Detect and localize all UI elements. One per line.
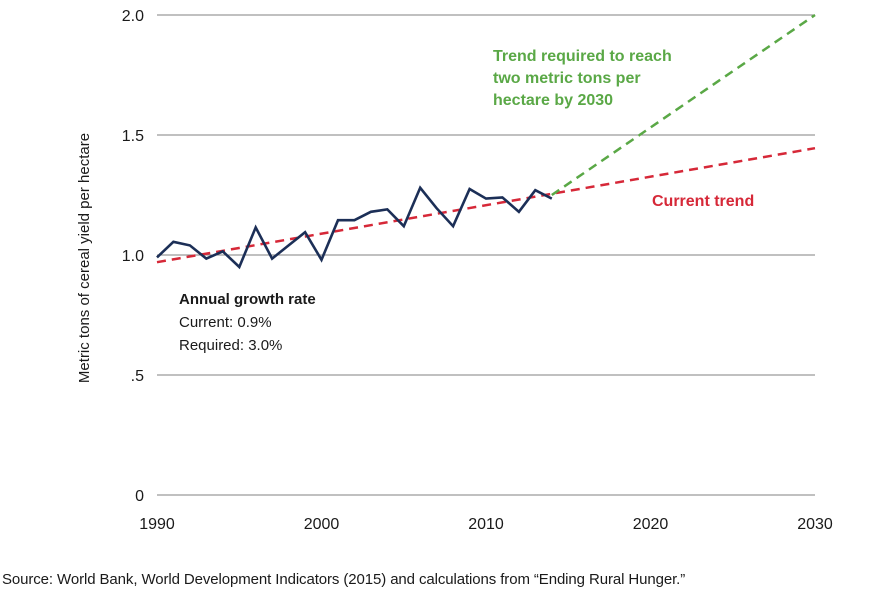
annotation-required-trend-line-1: Trend required to reach xyxy=(493,48,672,65)
x-axis-ticks: 1990 2000 2010 2020 2030 xyxy=(139,516,833,533)
y-tick-label: 2.0 xyxy=(122,8,144,25)
chart: 0 .5 1.0 1.5 2.0 1990 2000 2010 2020 2030 Metric… xyxy=(76,8,833,533)
series-line-current-trend xyxy=(156,146,816,264)
series-line-required-trend xyxy=(551,13,816,197)
y-tick-label: 1.5 xyxy=(122,128,144,145)
series-line-actual-yield xyxy=(156,185,553,270)
annotation-current-trend: Current trend xyxy=(652,193,754,210)
x-tick-label: 2020 xyxy=(633,516,669,533)
source-note: Source: World Bank, World Development In… xyxy=(2,571,686,588)
annotation-growth-title: Annual growth rate xyxy=(179,291,316,308)
annotation-required-trend-line-3: hectare by 2030 xyxy=(493,92,613,109)
x-tick-label: 1990 xyxy=(139,516,175,533)
y-tick-label: .5 xyxy=(131,368,144,385)
y-tick-label: 1.0 xyxy=(122,248,144,265)
x-tick-label: 2030 xyxy=(797,516,833,533)
x-tick-label: 2010 xyxy=(468,516,504,533)
y-axis-ticks: 0 .5 1.0 1.5 2.0 xyxy=(122,8,144,505)
annotation-growth-current: Current: 0.9% xyxy=(179,314,272,331)
annotation-required-trend-line-2: two metric tons per xyxy=(493,70,641,87)
series-layer xyxy=(156,13,816,270)
y-axis-label: Metric tons of cereal yield per hectare xyxy=(76,133,93,383)
gridlines xyxy=(157,14,815,496)
y-tick-label: 0 xyxy=(135,488,144,505)
annotation-growth-required: Required: 3.0% xyxy=(179,337,282,354)
x-tick-label: 2000 xyxy=(304,516,340,533)
